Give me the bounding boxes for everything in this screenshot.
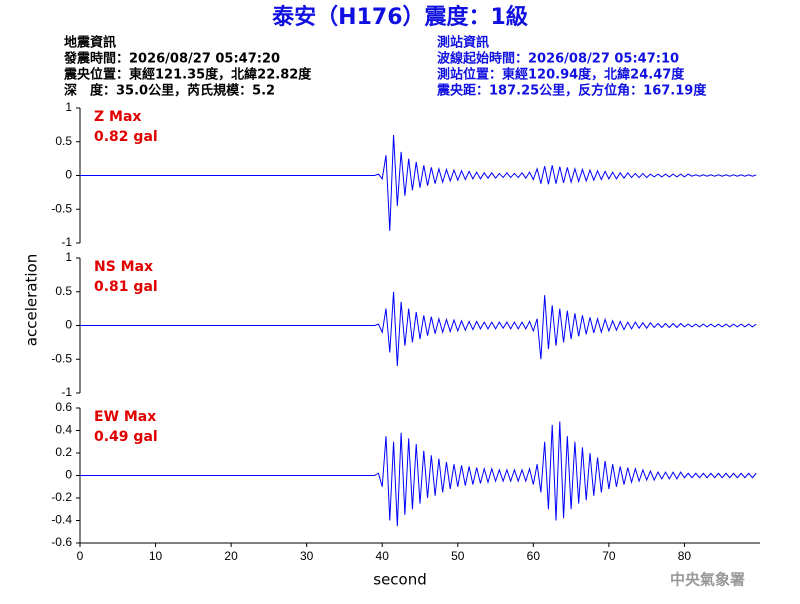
chart-title: 泰安（H176）震度：1級 [271, 4, 528, 30]
y-tick-label: -0.4 [51, 513, 72, 527]
max-annotation: EW Max [94, 409, 156, 425]
waveform [80, 134, 757, 231]
y-axis-label: acceleration [23, 254, 41, 346]
max-annotation: Z Max [94, 109, 141, 125]
x-tick-label: 60 [527, 549, 541, 563]
y-tick-label: 1 [65, 100, 72, 114]
x-tick-label: 0 [77, 549, 84, 563]
y-tick-label: 0 [65, 468, 72, 482]
y-tick-label: -0.5 [51, 201, 72, 215]
y-tick-label: -0.2 [51, 490, 72, 504]
y-tick-label: -0.6 [51, 535, 72, 549]
info-line: 深 度：35.0公里，芮氏規模：5.2 [64, 83, 275, 99]
info-line: 震央距：187.25公里，反方位角：167.19度 [436, 83, 707, 99]
max-annotation: NS Max [94, 259, 153, 275]
waveform [80, 421, 757, 527]
max-annotation: 0.49 gal [94, 429, 158, 445]
x-tick-label: 70 [602, 549, 616, 563]
y-tick-label: 0.6 [55, 400, 72, 414]
info-line: 測站資訊 [437, 35, 489, 51]
x-axis-label: second [373, 571, 427, 589]
x-tick-label: 30 [300, 549, 314, 563]
info-line: 震央位置：東經121.35度，北緯22.82度 [63, 67, 312, 83]
x-tick-label: 50 [451, 549, 465, 563]
x-tick-label: 10 [149, 549, 163, 563]
y-tick-label: 0.5 [55, 134, 72, 148]
y-tick-label: 1 [65, 250, 72, 264]
y-tick-label: 0.5 [55, 284, 72, 298]
y-tick-label: 0 [65, 318, 72, 332]
info-line: 測站位置：東經120.94度，北緯24.47度 [437, 67, 685, 83]
x-tick-label: 20 [224, 549, 238, 563]
y-tick-label: 0.2 [55, 445, 72, 459]
y-tick-label: 0.4 [55, 423, 72, 437]
waveform [80, 291, 757, 367]
y-tick-label: -1 [61, 385, 72, 399]
y-tick-label: -0.5 [51, 351, 72, 365]
info-line: 波線起始時間：2026/08/27 05:47:10 [437, 51, 679, 67]
watermark: 中央氣象署 [670, 571, 745, 589]
info-line: 發震時間：2026/08/27 05:47:20 [63, 51, 280, 67]
x-tick-label: 40 [376, 549, 390, 563]
max-annotation: 0.81 gal [94, 279, 158, 295]
max-annotation: 0.82 gal [94, 129, 158, 145]
y-tick-label: -1 [61, 235, 72, 249]
info-line: 地震資訊 [64, 35, 116, 51]
y-tick-label: 0 [65, 168, 72, 182]
x-tick-label: 80 [678, 549, 692, 563]
